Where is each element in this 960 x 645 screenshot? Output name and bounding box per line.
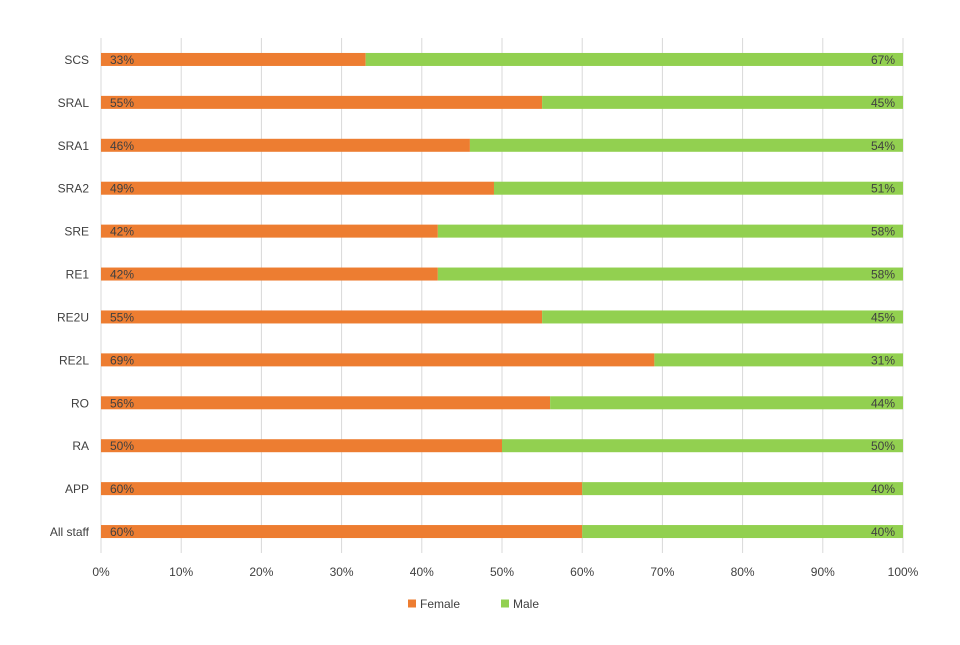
bar-female-7 [101,353,655,367]
legend-swatch-female [408,599,416,608]
data-label-female-7: 69% [110,353,134,367]
x-tick-label-2: 20% [249,565,273,579]
data-label-female-0: 33% [110,53,134,67]
bar-female-10 [101,482,583,496]
bar-female-8 [101,396,551,410]
bar-female-6 [101,310,543,324]
data-label-female-6: 55% [110,310,134,324]
data-label-female-8: 56% [110,396,134,410]
data-label-male-5: 58% [871,268,895,282]
bar-male-1 [542,95,903,109]
category-label-8: RO [71,396,89,410]
legend-label-male: Male [513,597,539,611]
data-label-male-4: 58% [871,225,895,239]
category-label-5: RE1 [66,268,90,282]
bar-female-0 [101,52,366,66]
bar-male-0 [365,52,903,66]
data-label-male-1: 45% [871,96,895,110]
category-labels: SCS SRAL SRA1 SRA2 SRE RE1 RE2U RE2L RO RA APP All … [50,53,90,539]
data-label-female-9: 50% [110,439,134,453]
data-label-male-7: 31% [871,353,895,367]
bar-female-4 [101,224,438,238]
bar-male-10 [582,482,903,496]
gridlines [100,38,904,553]
x-tick-label-3: 30% [330,565,354,579]
x-tick-label-10: 100% [888,565,919,579]
category-label-4: SRE [64,225,89,239]
bar-female-11 [101,525,583,539]
data-label-female-3: 49% [110,182,134,196]
data-label-female-10: 60% [110,482,134,496]
bar-male-5 [437,267,903,281]
x-tick-label-4: 40% [410,565,434,579]
category-label-2: SRA1 [58,139,90,153]
legend-label-female: Female [420,597,460,611]
bar-female-2 [101,138,470,152]
bar-male-6 [542,310,903,324]
x-tick-label-5: 50% [490,565,514,579]
bar-male-3 [493,181,903,195]
legend: Female Male [408,597,539,611]
bar-male-11 [582,525,903,539]
category-label-9: RA [72,439,89,453]
x-tick-labels: 0% 10% 20% 30% 40% 50% 60% 70% 80% 90% 100% [92,565,918,579]
bar-female-1 [101,95,543,109]
data-label-male-2: 54% [871,139,895,153]
data-label-female-11: 60% [110,525,134,539]
bar-male-8 [550,396,903,410]
category-label-6: RE2U [57,310,89,324]
data-label-female-2: 46% [110,139,134,153]
bar-male-2 [469,138,903,152]
bars: 33% 67% 55% 45% 46% 54% 49% 51% 42% 58% 42% 58% 55% 4… [101,52,903,539]
bar-female-3 [101,181,494,195]
data-label-female-1: 55% [110,96,134,110]
bar-male-7 [654,353,903,367]
category-label-3: SRA2 [58,182,90,196]
data-label-male-10: 40% [871,482,895,496]
data-label-female-5: 42% [110,268,134,282]
x-tick-label-9: 90% [811,565,835,579]
data-label-male-3: 51% [871,182,895,196]
data-label-male-9: 50% [871,439,895,453]
legend-swatch-male [501,599,509,608]
category-label-10: APP [65,482,89,496]
bar-female-9 [101,439,502,453]
category-label-11: All staff [50,525,90,539]
data-label-male-0: 67% [871,53,895,67]
data-label-male-11: 40% [871,525,895,539]
bar-male-9 [502,439,903,453]
x-tick-label-1: 10% [169,565,193,579]
data-label-male-6: 45% [871,310,895,324]
x-tick-label-8: 80% [731,565,755,579]
x-tick-label-0: 0% [92,565,110,579]
category-label-1: SRAL [58,96,90,110]
category-label-7: RE2L [59,353,89,367]
bar-female-5 [101,267,438,281]
x-tick-label-6: 60% [570,565,594,579]
category-label-0: SCS [64,53,89,67]
data-label-female-4: 42% [110,225,134,239]
bar-male-4 [437,224,903,238]
x-tick-label-7: 70% [650,565,674,579]
data-label-male-8: 44% [871,396,895,410]
